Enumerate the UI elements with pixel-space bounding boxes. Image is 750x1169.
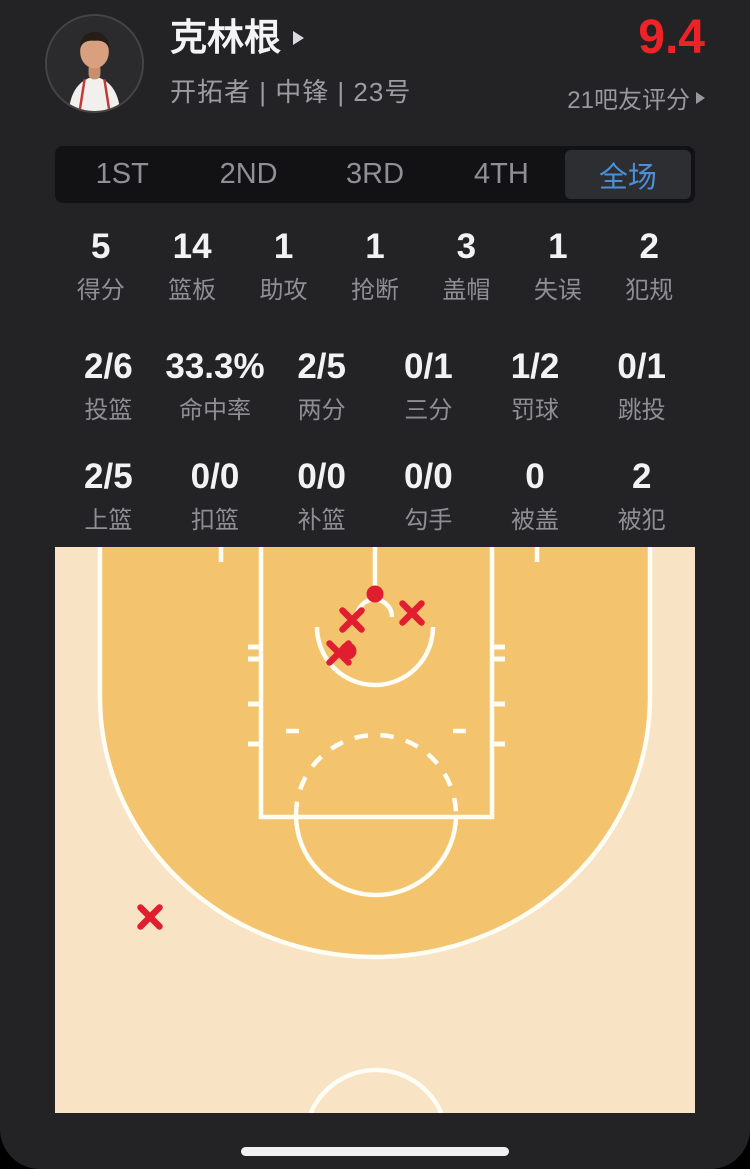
stats-row-basic: 5 得分 14 篮板 1 助攻 1 抢断 3 盖帽 1 失误 2 犯规 [55, 229, 695, 303]
missed-shot-marker [399, 600, 425, 626]
stat-assists: 1 助攻 [259, 227, 308, 304]
player-header: 克林根 开拓者 | 中锋 | 23号 9.4 21吧友评分 [0, 0, 750, 115]
stat-putback: 0/0 补篮 [297, 457, 346, 534]
rating-detail-arrow-icon [696, 91, 705, 104]
shot-markers [137, 585, 425, 930]
tab-2nd[interactable]: 2ND [219, 158, 278, 190]
tab-1st[interactable]: 1ST [95, 158, 149, 190]
stat-turnovers: 1 失误 [533, 227, 582, 304]
player-info: 克林根 开拓者 | 中锋 | 23号 [170, 14, 567, 109]
stat-layup: 2/5 上篮 [84, 457, 133, 534]
stat-points: 5 得分 [76, 227, 125, 304]
shot-chart [55, 547, 695, 1113]
free-throw-circle-dashed [293, 732, 459, 816]
name-expand-arrow-icon [293, 31, 304, 46]
rating-block[interactable]: 9.4 21吧友评分 [567, 14, 705, 115]
quarter-tabs: 1ST 2ND 3RD 4TH 全场 [55, 146, 695, 203]
stat-ft: 1/2 罚球 [510, 347, 560, 424]
tab-full-game[interactable]: 全场 [564, 150, 692, 199]
rating-caption-row[interactable]: 21吧友评分 [567, 80, 705, 115]
player-name-row[interactable]: 克林根 [170, 17, 567, 59]
stat-blocks: 3 盖帽 [442, 227, 491, 304]
stat-rebounds: 14 篮板 [168, 227, 217, 304]
rating-caption: 21吧友评分 [567, 87, 690, 114]
made-shot-marker [339, 642, 357, 660]
stat-fg: 2/6 投篮 [84, 347, 133, 424]
lane-key [258, 547, 495, 820]
three-point-line [97, 547, 653, 960]
restricted-area-arc [314, 626, 436, 688]
stat-2pt: 2/5 两分 [297, 347, 346, 424]
stat-fouled: 2 被犯 [617, 457, 666, 534]
tab-3rd[interactable]: 3RD [346, 158, 405, 190]
player-meta: 开拓者 | 中锋 | 23号 [170, 76, 412, 107]
stat-hook: 0/0 勾手 [404, 457, 453, 534]
court-diagram [55, 547, 695, 1113]
stat-blocked-against: 0 被盖 [511, 457, 560, 534]
stat-fouls: 2 犯规 [625, 227, 674, 304]
stat-dunk: 0/0 扣篮 [190, 457, 240, 534]
missed-shot-marker [137, 904, 163, 930]
player-photo-icon [47, 16, 142, 111]
missed-shot-marker [339, 607, 365, 633]
free-throw-circle-solid [293, 814, 459, 898]
stats-row-shot-types: 2/5 上篮 0/0 扣篮 0/0 补篮 0/0 勾手 0 被盖 2 被犯 [55, 459, 695, 533]
lane-hash-marks [248, 644, 505, 747]
stat-fg-pct: 33.3% 命中率 [165, 347, 265, 424]
stats-row-shooting: 2/6 投篮 33.3% 命中率 2/5 两分 0/1 三分 1/2 罚球 0/1 跳投 [55, 349, 695, 423]
player-name: 克林根 [170, 17, 281, 58]
rating-value: 9.4 [638, 11, 705, 64]
stat-jumpshot: 0/1 跳投 [617, 347, 667, 424]
home-indicator[interactable] [241, 1147, 509, 1156]
made-shot-marker [366, 585, 384, 603]
tab-4th[interactable]: 4TH [474, 158, 529, 190]
player-avatar[interactable] [45, 14, 144, 113]
stat-steals: 1 抢断 [350, 227, 399, 304]
center-circle [308, 1067, 444, 1113]
stat-3pt: 0/1 三分 [404, 347, 453, 424]
